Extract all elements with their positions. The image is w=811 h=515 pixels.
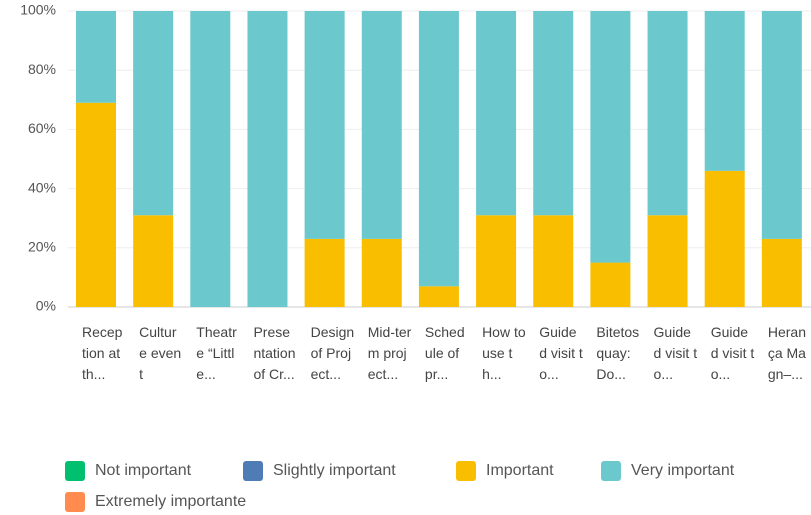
- x-tick-label: Bitetos quay: Do...: [596, 324, 640, 382]
- bar-segment: [590, 262, 631, 307]
- legend-item: Very important: [601, 461, 734, 481]
- x-tick-label: Guided visit to...: [539, 324, 583, 382]
- x-tick-label: Presentation of Cr...: [253, 324, 296, 382]
- x-tick-label: Herança Magn–...: [767, 324, 806, 382]
- legend-item: Extremely importante: [65, 492, 246, 512]
- x-tick-label: Theatre “Little...: [196, 324, 237, 382]
- bar-segment: [418, 286, 459, 307]
- bar-segment: [476, 11, 517, 216]
- bar-segment: [476, 215, 517, 307]
- bar-segment: [590, 11, 631, 263]
- bar-segment: [533, 215, 574, 307]
- x-tick-label: Design of Project...: [310, 324, 355, 382]
- bar-segment: [190, 11, 231, 307]
- y-tick-label: 40%: [28, 179, 56, 195]
- bar-segment: [418, 11, 459, 287]
- legend-item: Not important: [65, 461, 191, 481]
- bar-segment: [533, 11, 574, 216]
- x-tick-label: Guided visit to...: [710, 324, 755, 382]
- bar-segment: [761, 11, 802, 239]
- x-tick-label: Culture event: [139, 324, 182, 382]
- y-tick-label: 60%: [28, 120, 56, 136]
- legend-item: Slightly important: [243, 461, 396, 481]
- x-tick-label: Mid-term project...: [367, 324, 412, 382]
- bar-segment: [76, 11, 116, 103]
- bar-segment: [704, 170, 745, 307]
- legend-label: Important: [486, 462, 554, 479]
- bar-segment: [361, 238, 402, 307]
- bar-segment: [76, 102, 116, 307]
- bar-segment: [133, 215, 174, 307]
- legend-swatch: [456, 461, 476, 481]
- bar-segment: [304, 11, 345, 239]
- legend-swatch: [243, 461, 263, 481]
- bar-segment: [647, 215, 688, 307]
- legend-swatch: [65, 492, 85, 512]
- bar-segment: [247, 11, 288, 307]
- x-tick-label: Guided visit to...: [653, 324, 698, 382]
- bar-segment: [704, 11, 745, 171]
- bar-segment: [361, 11, 402, 239]
- bar-segment: [133, 11, 174, 216]
- y-tick-label: 20%: [28, 239, 56, 255]
- y-tick-label: 100%: [20, 2, 56, 18]
- legend-swatch: [65, 461, 85, 481]
- bar-segment: [647, 11, 688, 216]
- x-tick-label: How to use th...: [482, 324, 526, 382]
- legend-label: Slightly important: [273, 462, 396, 479]
- legend-label: Extremely importante: [95, 493, 247, 510]
- x-tick-label: Schedule of pr...: [424, 324, 465, 382]
- legend-label: Not important: [95, 462, 192, 479]
- x-tick-label: Reception at th...: [82, 324, 123, 382]
- legend-swatch: [601, 461, 621, 481]
- legend-item: Important: [456, 461, 554, 481]
- y-tick-label: 0%: [36, 298, 56, 314]
- bar-segment: [761, 238, 802, 307]
- bar-segment: [304, 238, 345, 307]
- legend-label: Very important: [631, 462, 735, 479]
- y-tick-label: 80%: [28, 61, 56, 77]
